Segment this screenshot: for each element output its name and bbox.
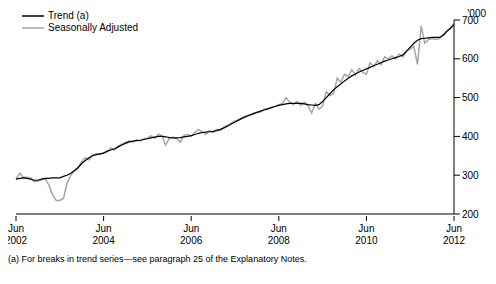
svg-text:400: 400: [462, 131, 479, 142]
svg-text:Jun: Jun: [96, 223, 112, 234]
svg-text:2010: 2010: [355, 235, 378, 246]
svg-text:Jun: Jun: [183, 223, 199, 234]
svg-text:2006: 2006: [180, 235, 203, 246]
html-text:'000: '000: [467, 8, 486, 19]
svg-text:700: 700: [462, 14, 479, 26]
svg-text:Jun: Jun: [446, 223, 462, 234]
svg-text:Jun: Jun: [8, 223, 24, 234]
svg-text:300: 300: [462, 170, 479, 181]
svg-text:500: 500: [462, 92, 479, 103]
svg-text:Jun: Jun: [271, 223, 287, 234]
svg-text:2008: 2008: [268, 235, 291, 246]
svg-text:600: 600: [462, 53, 479, 64]
svg-text:200: 200: [462, 209, 479, 220]
html-text:Seasonally Adjusted: Seasonally Adjusted: [48, 22, 139, 33]
html-text:Trend (a): Trend (a): [48, 10, 89, 21]
html-text:(a) For breaks in trend series: (a) For breaks in trend series—see parag…: [8, 254, 307, 264]
svg-text:2004: 2004: [92, 235, 115, 246]
svg-text:2012: 2012: [443, 235, 466, 246]
svg-text:2002: 2002: [8, 235, 28, 246]
svg-text:Jun: Jun: [358, 223, 374, 234]
